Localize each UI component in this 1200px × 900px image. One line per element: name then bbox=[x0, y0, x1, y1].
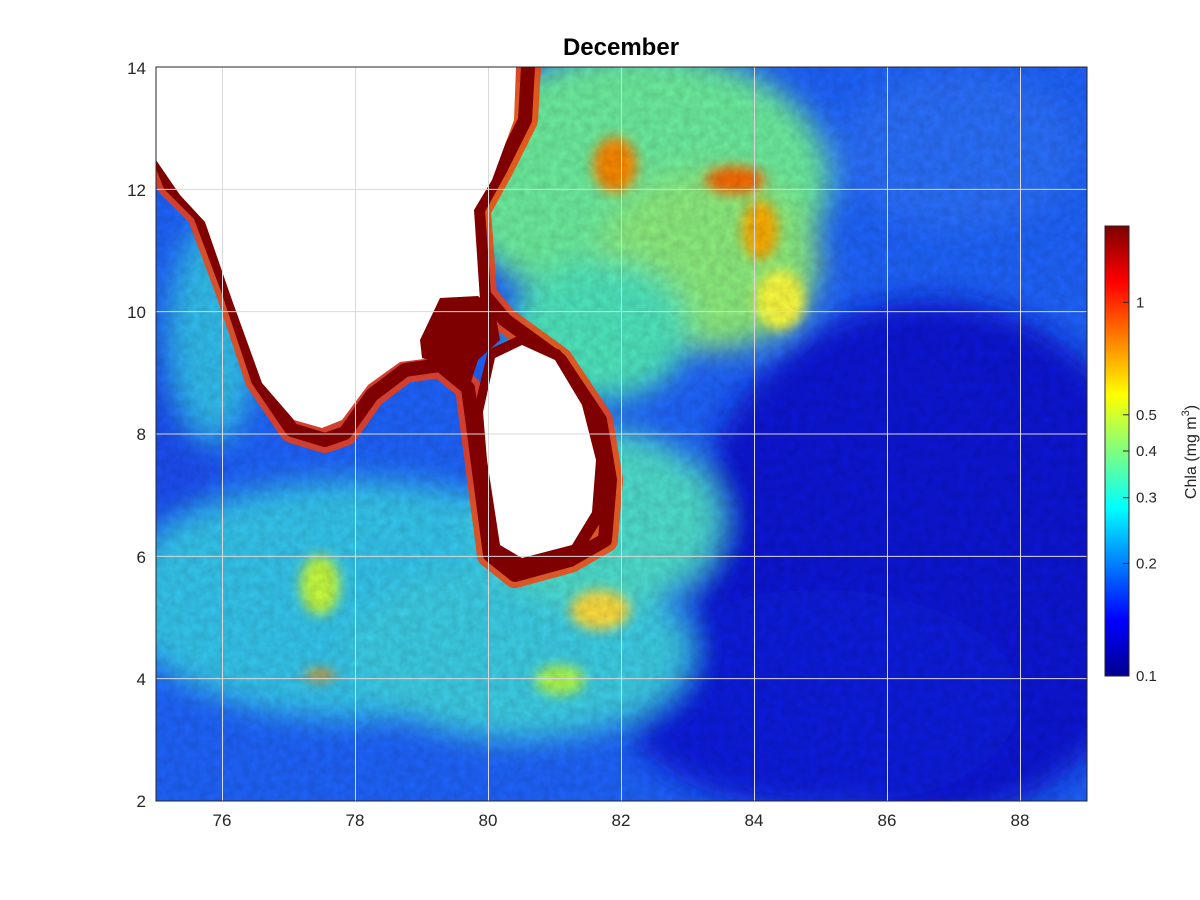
colorbar-tick-label: 0.2 bbox=[1136, 556, 1157, 573]
x-tick-label: 78 bbox=[346, 811, 365, 830]
y-tick-label: 10 bbox=[127, 303, 146, 322]
chart-title: December bbox=[563, 34, 679, 61]
y-tick-label: 2 bbox=[137, 792, 146, 811]
y-tick-label: 4 bbox=[137, 670, 146, 689]
y-tick-label: 12 bbox=[127, 181, 146, 200]
colorbar-ticks: 0.1 0.2 0.3 0.4 0.5 1 bbox=[1123, 294, 1157, 685]
x-axis: 76 78 80 82 84 86 88 bbox=[213, 811, 1030, 830]
x-tick-label: 86 bbox=[878, 811, 897, 830]
india-coastal-band-max bbox=[156, 67, 617, 582]
x-tick-label: 84 bbox=[745, 811, 764, 830]
x-tick-label: 80 bbox=[479, 811, 498, 830]
colorbar-tick-label: 0.4 bbox=[1136, 443, 1157, 460]
x-tick-label: 88 bbox=[1011, 811, 1030, 830]
colorbar-label: Chla (mg m3) bbox=[1180, 405, 1200, 499]
palk-strait-high-chla bbox=[420, 296, 500, 385]
heatmap-plot-area bbox=[156, 67, 1087, 801]
colorbar: 0.1 0.2 0.3 0.4 0.5 1 Chla (mg m3) bbox=[1104, 225, 1200, 685]
y-tick-label: 6 bbox=[137, 548, 146, 567]
x-tick-label: 76 bbox=[213, 811, 232, 830]
colorbar-tick-label: 0.5 bbox=[1136, 407, 1157, 424]
colorbar-tick-label: 1 bbox=[1136, 294, 1144, 311]
colorbar-tick-label: 0.1 bbox=[1136, 668, 1157, 685]
y-tick-label: 8 bbox=[137, 425, 146, 444]
y-axis: 2 4 6 8 10 12 14 bbox=[127, 59, 146, 811]
plot-frame bbox=[155, 66, 1088, 802]
grid-lines bbox=[156, 67, 1087, 801]
srilanka-landmass bbox=[483, 345, 596, 558]
y-tick-label: 14 bbox=[127, 59, 146, 78]
colorbar-tick-label: 0.3 bbox=[1136, 490, 1157, 507]
x-tick-label: 82 bbox=[612, 811, 631, 830]
